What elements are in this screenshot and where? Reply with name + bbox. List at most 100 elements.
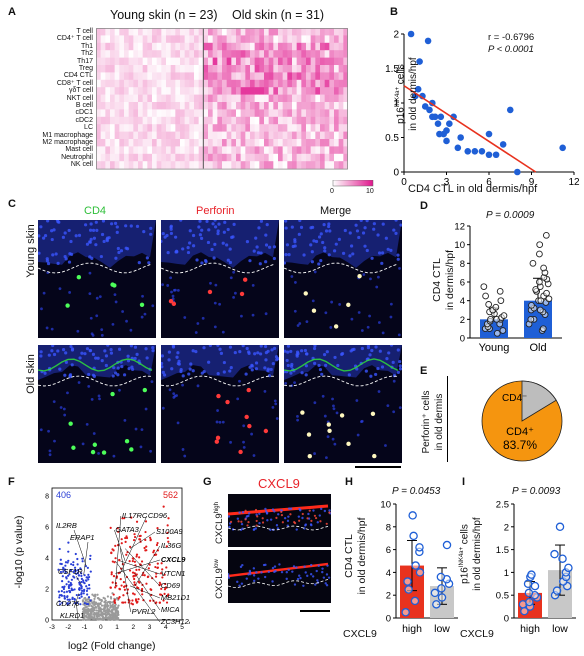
b-data-point <box>485 130 493 138</box>
nucleus <box>398 367 402 371</box>
nucleus <box>370 256 374 260</box>
f-up-point <box>163 573 166 576</box>
data-point <box>404 585 413 594</box>
heatmap-cell <box>170 57 176 66</box>
heatmap-cell <box>166 131 171 140</box>
nucleus <box>228 260 233 265</box>
heatmap-cell <box>208 94 213 103</box>
heatmap-cell <box>156 139 162 147</box>
f-down-point <box>60 590 63 593</box>
nucleus <box>135 352 139 356</box>
f-up-point <box>142 599 145 602</box>
heatmap-cell <box>142 153 148 162</box>
heatmap-cell <box>161 131 167 140</box>
g-nucleus <box>228 525 231 529</box>
f-down-point <box>80 577 83 580</box>
f-down-point <box>72 561 75 564</box>
nucleus <box>319 258 323 263</box>
heatmap-cell <box>194 94 199 103</box>
heatmap-cell <box>245 109 251 118</box>
f-up-point <box>156 541 159 545</box>
g-nucleus <box>287 515 290 518</box>
heatmap-cell <box>189 50 195 58</box>
heatmap-cell <box>236 146 241 155</box>
dermal-nucleus <box>229 276 233 280</box>
heatmap-cell <box>124 153 129 162</box>
dermal-nucleus <box>214 283 218 287</box>
f-up-point <box>131 571 135 574</box>
heatmap-cell <box>212 131 218 140</box>
nucleus <box>189 362 193 366</box>
g-micrograph-high <box>228 494 331 547</box>
heatmap-cell <box>315 146 321 155</box>
heatmap-cell <box>320 102 325 110</box>
f-gene-label-left: KLRD1 <box>60 611 84 620</box>
heatmap-cell <box>324 102 330 110</box>
f-up-point <box>113 561 116 564</box>
f-up-point <box>131 599 134 602</box>
heatmap-cell <box>138 57 143 66</box>
nucleus <box>208 345 212 347</box>
heatmap-cell <box>254 50 260 58</box>
dermal-nucleus <box>144 407 148 411</box>
heatmap-cell <box>287 35 293 44</box>
f-up-point <box>110 573 113 576</box>
f-ns-point <box>98 618 101 621</box>
heatmap-cell <box>343 146 348 155</box>
nucleus <box>225 243 229 247</box>
heatmap-cell <box>198 42 204 51</box>
heatmap-cell <box>343 57 348 66</box>
heatmap-cell <box>133 35 139 44</box>
heatmap-cell <box>170 65 176 73</box>
f-up-point <box>131 559 134 563</box>
f-ns-point <box>86 600 90 603</box>
heatmap-cell <box>170 79 176 88</box>
heatmap-cell <box>217 124 223 132</box>
dermal-nucleus <box>377 321 381 324</box>
heatmap-cell <box>240 109 246 118</box>
f-up-point <box>156 562 159 565</box>
heatmap-cell <box>292 146 297 155</box>
heatmap-cell <box>287 42 293 51</box>
heatmap-cell <box>119 131 125 140</box>
heatmap-cell <box>259 72 265 81</box>
f-up-point <box>132 574 135 578</box>
heatmap-cell <box>217 28 223 36</box>
heatmap-cell <box>119 65 125 73</box>
f-down-point <box>60 580 64 583</box>
heatmap-cell <box>105 116 111 125</box>
f-up-point <box>148 563 151 566</box>
heatmap-cell <box>124 94 129 103</box>
f-ns-point <box>92 609 95 612</box>
nucleus <box>264 243 269 247</box>
nucleus <box>311 225 315 229</box>
heatmap-cell <box>315 116 321 125</box>
heatmap-cell <box>320 42 325 51</box>
dermal-nucleus <box>88 271 92 275</box>
g-cxcl9-cell <box>255 519 258 523</box>
heatmap-cell <box>189 28 195 36</box>
data-point <box>555 522 565 532</box>
heatmap-cell <box>268 50 274 58</box>
b-data-point <box>485 151 493 159</box>
heatmap-cell <box>194 28 199 36</box>
f-down-point <box>84 565 87 568</box>
heatmap-cell <box>110 94 115 103</box>
f-up-point <box>138 568 141 571</box>
heatmap-cell <box>175 161 181 169</box>
dermal-nucleus <box>123 418 127 422</box>
old-skin-title: Old skin (n = 31) <box>232 8 325 22</box>
heatmap-cell <box>166 102 171 110</box>
f-gene-label-right: CXCL9 <box>161 555 186 564</box>
heatmap-cell <box>180 57 185 66</box>
heatmap-cell <box>273 131 279 140</box>
heatmap-cell <box>212 57 218 66</box>
heatmap-cell <box>254 94 260 103</box>
g-nucleus <box>299 576 302 580</box>
f-down-point <box>67 586 71 590</box>
heatmap-cell <box>306 94 311 103</box>
dermal-nucleus <box>213 301 217 305</box>
f-up-point <box>144 520 148 523</box>
heatmap-cell <box>110 28 115 36</box>
f-up-point <box>138 556 141 559</box>
